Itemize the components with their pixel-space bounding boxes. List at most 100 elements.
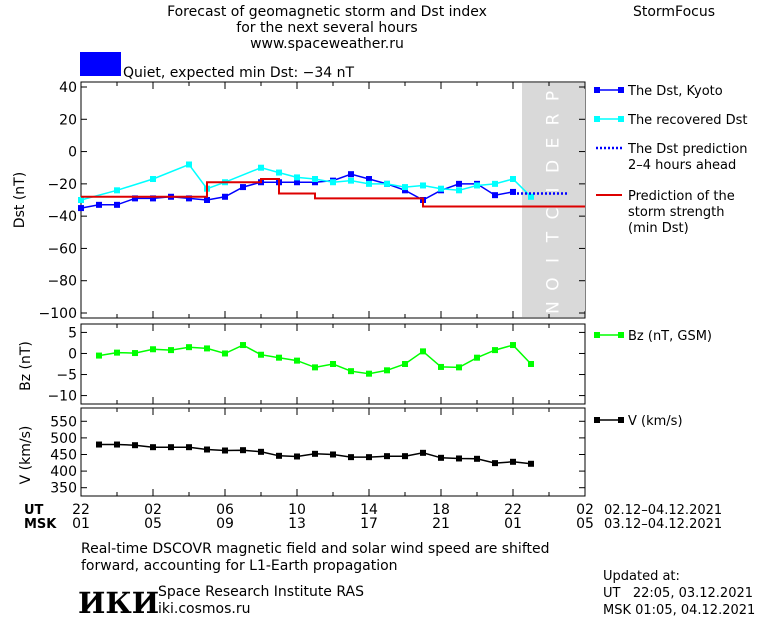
data-point [114, 201, 120, 208]
data-point [78, 205, 84, 212]
y-tick-label: 500 [50, 431, 77, 447]
data-point [96, 352, 102, 359]
updated-ut: UT 22:05, 03.12.2021 [603, 586, 753, 601]
msk-tick-label: 21 [432, 516, 450, 532]
prediction-region: P R ED I CT I ON [522, 83, 585, 317]
data-point [132, 195, 138, 202]
data-point [96, 201, 102, 208]
data-point [114, 187, 120, 194]
data-point [456, 364, 462, 371]
data-point [438, 185, 444, 192]
prediction-letter: P [544, 91, 564, 101]
data-point [312, 364, 318, 371]
series-line [80, 163, 532, 201]
y-tick-label: −100 [39, 306, 77, 322]
data-point [186, 344, 192, 351]
data-point [348, 171, 354, 178]
legend-marker [594, 116, 600, 122]
brand-name: StormFocus [633, 4, 715, 20]
status-text: Quiet, expected min Dst: −34 nT [123, 65, 355, 81]
data-point [348, 454, 354, 461]
legend-marker [594, 332, 600, 338]
data-point [168, 444, 174, 451]
data-point [366, 454, 372, 461]
data-point [96, 441, 102, 448]
data-point [222, 193, 228, 200]
y-tick-label: −20 [47, 177, 77, 193]
prediction-letter: I [544, 258, 564, 263]
msk-label: MSK [24, 517, 57, 532]
data-point [474, 354, 480, 361]
data-point [222, 447, 228, 454]
data-point [492, 347, 498, 354]
data-point [276, 354, 282, 361]
y-tick-label: 5 [68, 325, 77, 341]
data-point [114, 441, 120, 448]
footer-note-line2: forward, accounting for L1-Earth propaga… [81, 558, 398, 574]
updated-msk: MSK 01:05, 04.12.2021 [603, 603, 755, 618]
msk-tick-label: 13 [288, 516, 306, 532]
ut-tick-label: 18 [432, 502, 450, 518]
y-tick-label: −10 [47, 389, 77, 405]
data-point [312, 450, 318, 457]
data-point [168, 347, 174, 354]
data-point [294, 453, 300, 460]
data-point [276, 452, 282, 459]
prediction-letter: O [544, 277, 564, 290]
prediction-band [522, 83, 585, 317]
msk-tick-label: 01 [504, 516, 522, 532]
speed-legend: V (km/s) [594, 414, 683, 429]
y-tick-label: 350 [50, 481, 77, 497]
data-point [510, 458, 516, 465]
y-tick-label: 450 [50, 447, 77, 463]
legend-label: storm strength [628, 205, 725, 220]
data-point [258, 164, 264, 171]
prediction-letter: T [544, 231, 564, 243]
data-point [312, 176, 318, 183]
data-point [492, 180, 498, 187]
updated-label: Updated at: [603, 569, 680, 584]
data-point [114, 349, 120, 356]
msk-tick-label: 05 [144, 516, 162, 532]
data-point [384, 180, 390, 187]
data-point [402, 184, 408, 191]
ut-tick-label: 14 [360, 502, 378, 518]
ut-tick-label: 22 [72, 502, 90, 518]
legend-marker [594, 417, 600, 423]
ut-tick-label: 02 [576, 502, 594, 518]
data-point [186, 444, 192, 451]
data-point [294, 179, 300, 186]
bz-legend: Bz (nT, GSM) [594, 329, 712, 344]
data-point [366, 370, 372, 377]
ut-tick-label: 10 [288, 502, 306, 518]
data-point [528, 193, 534, 200]
data-point [456, 455, 462, 462]
status-indicator [80, 52, 121, 76]
data-point [150, 444, 156, 451]
data-point [384, 367, 390, 374]
data-point [510, 342, 516, 349]
y-tick-label: 0 [68, 145, 77, 161]
data-point [330, 361, 336, 367]
data-point [384, 453, 390, 460]
legend-marker [618, 332, 624, 338]
data-point [186, 195, 192, 202]
data-point [420, 182, 426, 189]
legend-label: 2–4 hours ahead [628, 158, 736, 173]
chart-title-line2: for the next several hours [236, 20, 417, 36]
data-point [366, 176, 372, 183]
prediction-letter: C [544, 208, 564, 220]
y-tick-label: −60 [47, 241, 77, 257]
data-point [150, 346, 156, 353]
msk-tick-label: 17 [360, 516, 378, 532]
data-point [330, 451, 336, 458]
bz-plot: 5 0 −5 −10 [47, 324, 586, 405]
data-point [438, 363, 444, 370]
data-point [456, 180, 462, 187]
prediction-letter: N [544, 301, 564, 314]
msk-tick-label: 01 [72, 516, 90, 532]
dst-axis-label: Dst (nT) [12, 172, 28, 228]
iki-logo: ИКИ [78, 586, 159, 620]
data-point [492, 460, 498, 467]
y-tick-label: 400 [50, 464, 77, 480]
